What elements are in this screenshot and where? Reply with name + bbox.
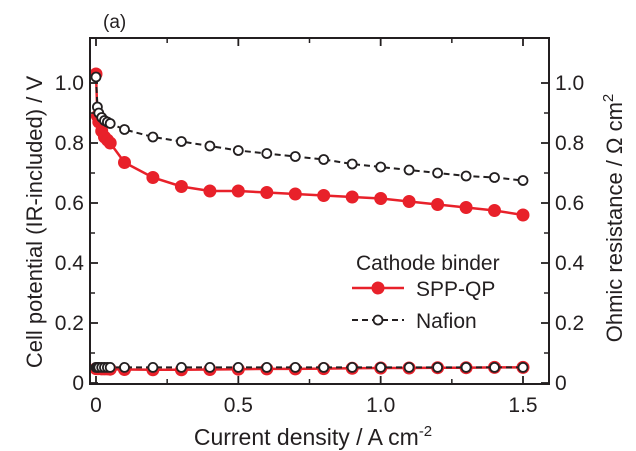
- data-point: [374, 192, 388, 205]
- data-point: [146, 171, 160, 184]
- y-right-tick-label: 0.6: [555, 192, 584, 215]
- data-point: [288, 187, 302, 201]
- series-nafion-ohmic-resistance: [90, 361, 529, 373]
- x-axis-label: Current density / A cm-2: [194, 423, 432, 450]
- data-point: [260, 186, 274, 199]
- data-point: [204, 140, 216, 152]
- data-point: [289, 151, 301, 162]
- data-point: [517, 361, 529, 373]
- data-point: [459, 201, 473, 214]
- y-left-tick-label: 0.4: [55, 252, 85, 275]
- x-tick-label: 1.5: [508, 394, 537, 417]
- y-left-tick-label: 0.8: [55, 132, 84, 155]
- x-tick-label: 0.5: [224, 394, 253, 417]
- data-point: [516, 208, 530, 222]
- data-point: [175, 136, 187, 147]
- data-point: [431, 198, 445, 211]
- legend-marker-spp-qp: [371, 281, 385, 295]
- data-point: [375, 361, 387, 373]
- data-point: [346, 361, 358, 373]
- legend: Cathode binder SPP-QP Nafion: [352, 252, 500, 333]
- data-point: [119, 124, 130, 135]
- data-point: [517, 175, 529, 186]
- panel-label: (a): [103, 12, 126, 33]
- data-point: [232, 361, 244, 373]
- data-point: [175, 361, 187, 373]
- data-point: [488, 204, 501, 217]
- series-nafion-cell-potential: [90, 71, 529, 186]
- data-point: [345, 190, 359, 204]
- data-point: [375, 161, 387, 173]
- data-point: [118, 156, 131, 169]
- y-right-tick-label: 0.8: [555, 132, 584, 155]
- data-point: [402, 195, 416, 208]
- data-point: [103, 136, 117, 150]
- data-point: [174, 180, 188, 193]
- data-point: [403, 164, 415, 176]
- y-left-tick-label: 0.2: [55, 312, 84, 335]
- data-point: [318, 154, 330, 165]
- legend-marker-nafion: [372, 314, 384, 326]
- x-axis-ticks: 0 0.5 1.0 1.5: [90, 38, 538, 417]
- data-point: [317, 189, 331, 202]
- data-point: [147, 131, 159, 143]
- data-point: [232, 145, 244, 156]
- y-right-tick-label: 0.4: [555, 252, 585, 275]
- data-point: [403, 361, 415, 373]
- y-right-axis-ticks: 0 0.2 0.4 0.6 0.8 1.0: [541, 72, 585, 395]
- data-point: [489, 172, 500, 183]
- data-point: [147, 361, 159, 373]
- series-spp-qp-cell-potential: [89, 67, 530, 222]
- data-point: [203, 184, 217, 198]
- y-left-tick-label: 0: [72, 372, 84, 395]
- data-point: [261, 148, 273, 159]
- legend-title: Cathode binder: [356, 252, 500, 275]
- data-point: [231, 184, 245, 198]
- data-point: [104, 118, 116, 129]
- data-point: [318, 361, 330, 373]
- data-point: [104, 361, 116, 373]
- series-line-spp-qp-cell-potential: [94, 73, 524, 217]
- data-point: [432, 167, 444, 179]
- y-right-tick-label: 0.2: [555, 312, 584, 335]
- plot-frame: [89, 37, 550, 385]
- y-left-tick-label: 0.6: [55, 192, 84, 215]
- y-right-tick-label: 0: [555, 372, 567, 395]
- series-layer: [89, 67, 530, 377]
- data-point: [460, 170, 472, 182]
- data-point: [204, 361, 216, 373]
- legend-label-nafion: Nafion: [416, 310, 477, 333]
- data-point: [90, 71, 102, 83]
- data-point: [261, 361, 273, 373]
- y-left-tick-label: 1.0: [55, 72, 84, 95]
- y-right-tick-label: 1.0: [555, 72, 584, 95]
- x-tick-label: 1.0: [366, 394, 395, 417]
- y-left-axis-label: Cell potential (IR-included) / V: [22, 76, 47, 369]
- data-point: [432, 361, 444, 373]
- data-point: [489, 361, 500, 373]
- y-left-axis-ticks: 0 0.2 0.4 0.6 0.8 1.0: [55, 72, 98, 395]
- x-tick-label: 0: [90, 394, 102, 417]
- data-point: [119, 361, 130, 373]
- legend-label-spp-qp: SPP-QP: [416, 278, 495, 301]
- data-point: [346, 158, 358, 170]
- y-right-axis-label: Ohmic resistance / Ω cm2: [600, 94, 627, 343]
- data-point: [289, 361, 301, 373]
- data-point: [460, 361, 472, 373]
- series-line-nafion-cell-potential: [95, 76, 524, 182]
